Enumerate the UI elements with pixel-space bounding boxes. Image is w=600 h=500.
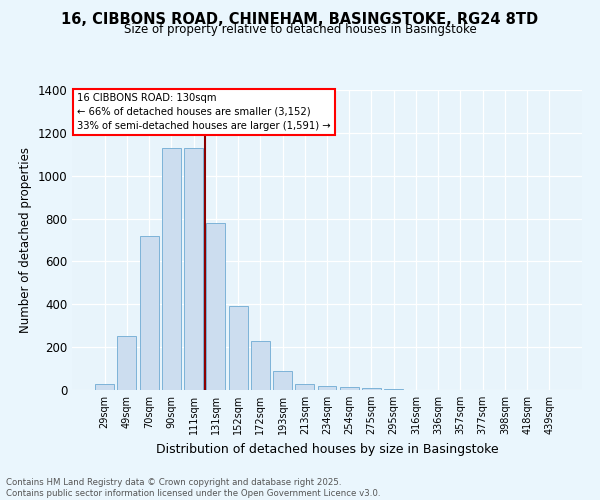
Bar (162, 148, 181, 390)
Bar (184, 148, 203, 390)
Bar (251, 340, 270, 390)
Bar (229, 306, 248, 390)
Text: 16, CIBBONS ROAD, CHINEHAM, BASINGSTOKE, RG24 8TD: 16, CIBBONS ROAD, CHINEHAM, BASINGSTOKE,… (61, 12, 539, 28)
Text: 16 CIBBONS ROAD: 130sqm
← 66% of detached houses are smaller (3,152)
33% of semi: 16 CIBBONS ROAD: 130sqm ← 66% of detache… (77, 93, 331, 131)
Bar (340, 387, 359, 390)
Bar (384, 389, 403, 390)
Bar (295, 384, 314, 390)
Bar (206, 223, 225, 390)
Bar (95, 384, 114, 390)
Bar (362, 388, 381, 390)
Bar (273, 370, 292, 390)
X-axis label: Distribution of detached houses by size in Basingstoke: Distribution of detached houses by size … (155, 442, 499, 456)
Bar (118, 336, 136, 390)
Text: Size of property relative to detached houses in Basingstoke: Size of property relative to detached ho… (124, 22, 476, 36)
Y-axis label: Number of detached properties: Number of detached properties (19, 147, 32, 333)
Bar (140, 236, 158, 390)
Text: Contains HM Land Registry data © Crown copyright and database right 2025.
Contai: Contains HM Land Registry data © Crown c… (6, 478, 380, 498)
Bar (317, 386, 337, 390)
